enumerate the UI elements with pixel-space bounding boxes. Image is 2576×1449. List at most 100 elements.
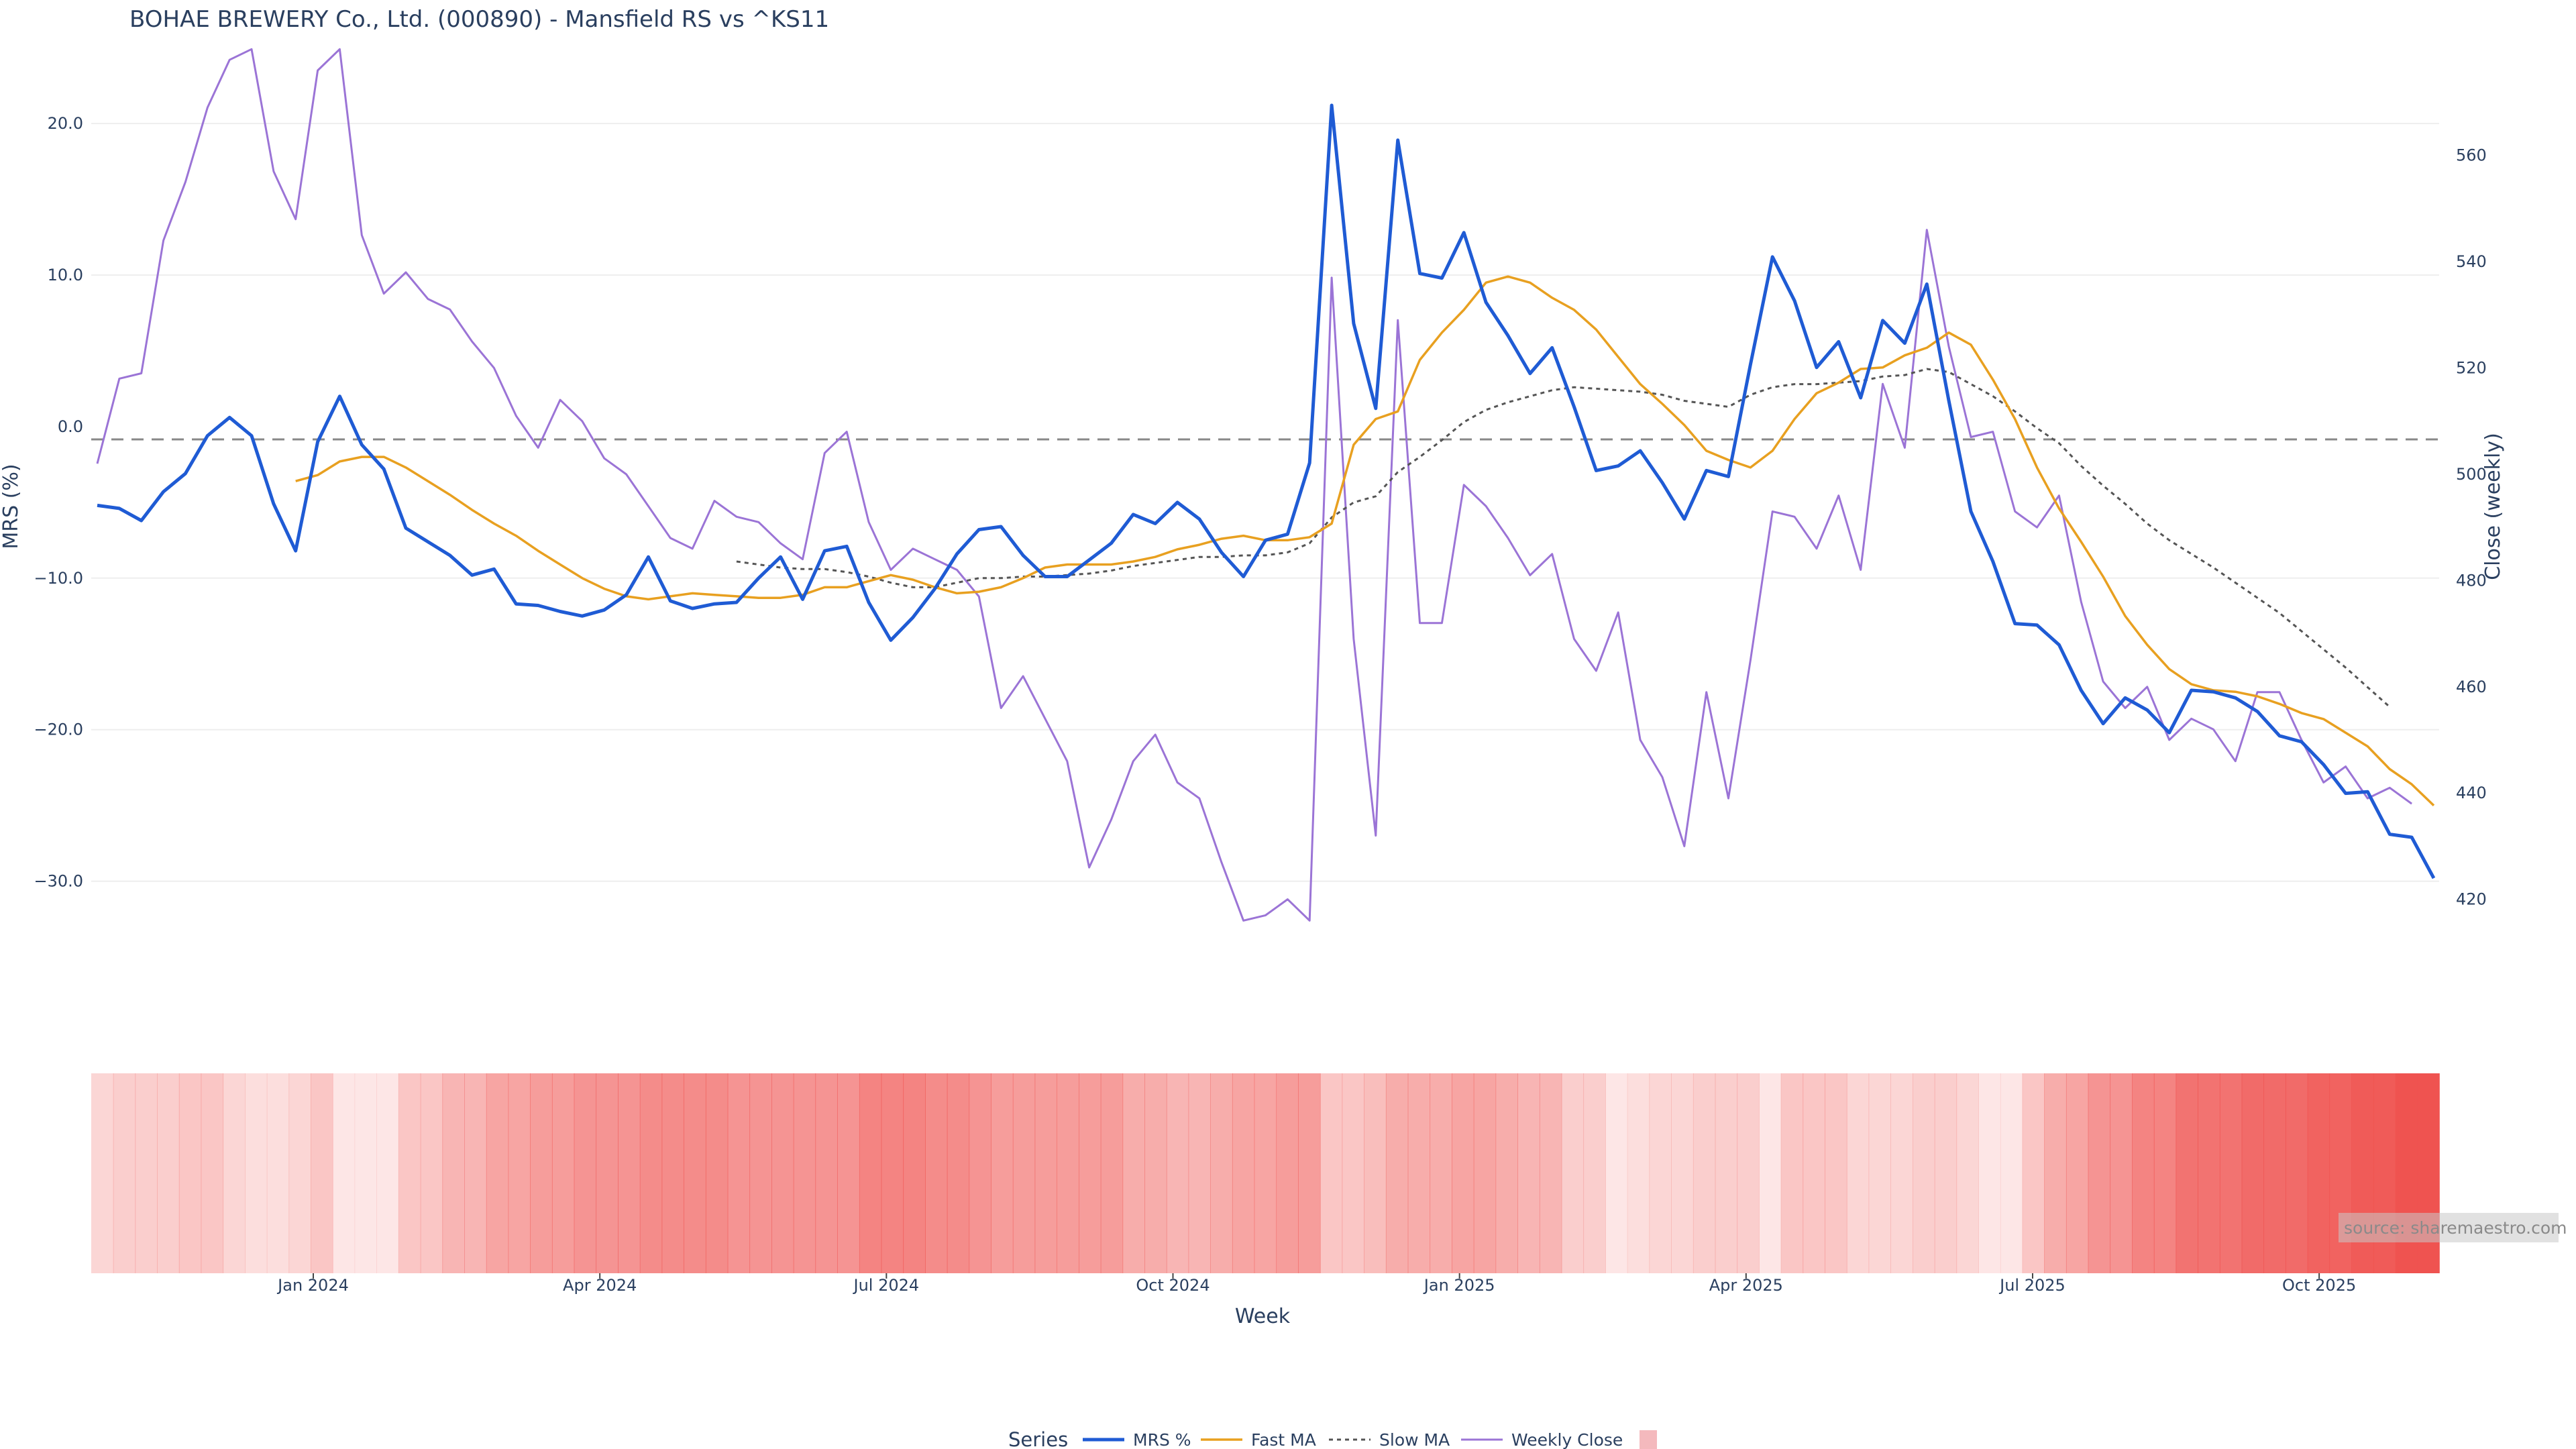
heatmap-cell	[1890, 1073, 1913, 1273]
heatmap-cell	[178, 1073, 202, 1273]
y-axis-right: 560 540 520 500 480 460 440 420	[2456, 146, 2487, 909]
heatmap-cell	[1495, 1073, 1518, 1273]
chart-title: BOHAE BREWERY Co., Ltd. (000890) - Mansf…	[129, 6, 829, 33]
heatmap-cell	[2110, 1073, 2133, 1273]
y-axis-title: MRS (%)	[0, 464, 23, 549]
heatmap-cell	[2307, 1073, 2330, 1273]
heatmap-cell	[2153, 1073, 2177, 1273]
heatmap-cell	[1825, 1073, 1847, 1273]
heatmap-cell	[1868, 1073, 1891, 1273]
legend-label: Weekly Close	[1511, 1430, 1623, 1449]
heatmap-cell	[530, 1073, 553, 1273]
heatmap-cell	[991, 1073, 1014, 1273]
heatmap-cell	[1057, 1073, 1079, 1273]
heatmap-cell	[881, 1073, 904, 1273]
y2-tick-label: 560	[2456, 146, 2487, 165]
heatmap-cell	[1034, 1073, 1057, 1273]
y2-tick-label: 460	[2456, 678, 2487, 696]
heatmap-cell	[201, 1073, 224, 1273]
y2-tick-label: 540	[2456, 252, 2487, 271]
y2-tick-label: 480	[2456, 571, 2487, 590]
heatmap-cell	[2022, 1073, 2045, 1273]
heatmap-cell	[1605, 1073, 1628, 1273]
x-tick-label: Oct 2025	[2282, 1276, 2356, 1295]
heatmap-cell	[2417, 1073, 2440, 1273]
heatmap-cell	[2065, 1073, 2089, 1273]
heatmap-cell	[1012, 1073, 1036, 1273]
heatmap-cell	[2395, 1073, 2418, 1273]
x-tick-label: Jan 2024	[276, 1276, 349, 1295]
source-label: source: sharemaestro.com	[2344, 1218, 2567, 1238]
x-axis-title: Week	[1235, 1305, 1291, 1328]
x-axis: Jan 2024 Apr 2024 Jul 2024 Oct 2024 Jan 2025…	[276, 1273, 2356, 1295]
legend-label: Slow MA	[1379, 1430, 1450, 1449]
y2-tick-label: 440	[2456, 784, 2487, 802]
x-tick-label: Jul 2025	[1998, 1276, 2065, 1295]
heatmap-cell	[903, 1073, 926, 1273]
heatmap-cell	[398, 1073, 421, 1273]
heatmap-cell	[2241, 1073, 2265, 1273]
heatmap-cell	[223, 1073, 246, 1273]
heatmap-cell	[266, 1073, 290, 1273]
heatmap-cell	[332, 1073, 356, 1273]
x-tick-label: Oct 2024	[1136, 1276, 1210, 1295]
heatmap-cell	[947, 1073, 970, 1273]
heatmap-cell	[91, 1073, 114, 1273]
heatmap-cell	[1210, 1073, 1233, 1273]
heatmap-cell	[1539, 1073, 1562, 1273]
heatmap-cell	[1122, 1073, 1145, 1273]
heatmap-cell	[1144, 1073, 1167, 1273]
heatmap-cell	[969, 1073, 991, 1273]
series-lines	[96, 48, 2436, 922]
heatmap-cell	[705, 1073, 729, 1273]
heatmap-cell	[1166, 1073, 1189, 1273]
heatmap-cell	[464, 1073, 487, 1273]
heatmap-cell	[2219, 1073, 2243, 1273]
fast-ma-line	[295, 275, 2435, 806]
heatmap-cell	[551, 1073, 575, 1273]
heatmap-cell	[1913, 1073, 1935, 1273]
x-tick-label: Apr 2025	[1709, 1276, 1783, 1295]
y-tick-label: 10.0	[48, 266, 83, 284]
legend-label: Fast MA	[1251, 1430, 1316, 1449]
heatmap-cell	[1956, 1073, 1979, 1273]
heatmap-cell	[1649, 1073, 1672, 1273]
heatmap-cell	[420, 1073, 443, 1273]
heatmap-cell	[1320, 1073, 1343, 1273]
heatmap-cell	[574, 1073, 597, 1273]
heatmap-cell	[639, 1073, 663, 1273]
heatmap-cell	[1759, 1073, 1782, 1273]
heatmap-cell	[442, 1073, 465, 1273]
heatmap-cell	[486, 1073, 509, 1273]
heatmap-cell	[1934, 1073, 1957, 1273]
heatmap-cell	[727, 1073, 751, 1273]
regime-heatmap	[91, 1073, 2440, 1273]
heatmap-cell	[793, 1073, 816, 1273]
heatmap-cell	[376, 1073, 399, 1273]
heatmap-cell	[135, 1073, 158, 1273]
x-tick-label: Apr 2024	[563, 1276, 637, 1295]
y-axis-left: 20.0 10.0 0.0 −10.0 −20.0 −30.0	[34, 114, 83, 891]
heatmap-cell	[596, 1073, 619, 1273]
heatmap-cell	[2088, 1073, 2111, 1273]
weekly-close-line	[96, 48, 2412, 922]
y-tick-label: −30.0	[34, 872, 83, 891]
heatmap-cell	[661, 1073, 684, 1273]
y-tick-label: −10.0	[34, 569, 83, 588]
heatmap-cell	[1561, 1073, 1585, 1273]
heatmap-cell	[1846, 1073, 1870, 1273]
heatmap-cell	[925, 1073, 948, 1273]
legend: Series MRS % Fast MA Slow MA Weekly Close	[1008, 1428, 1657, 1449]
y2-axis-title: Close (weekly)	[2481, 433, 2505, 580]
heatmap-cell	[815, 1073, 838, 1273]
heatmap-cell	[288, 1073, 311, 1273]
heatmap-cell	[2132, 1073, 2155, 1273]
heatmap-cell	[1517, 1073, 1540, 1273]
heatmap-cell	[1780, 1073, 1804, 1273]
mrs-line	[97, 103, 2436, 879]
heatmap-cell	[1188, 1073, 1211, 1273]
heatmap-cell	[2044, 1073, 2067, 1273]
heatmap-cell	[1254, 1073, 1277, 1273]
heatmap-cell	[1276, 1073, 1299, 1273]
